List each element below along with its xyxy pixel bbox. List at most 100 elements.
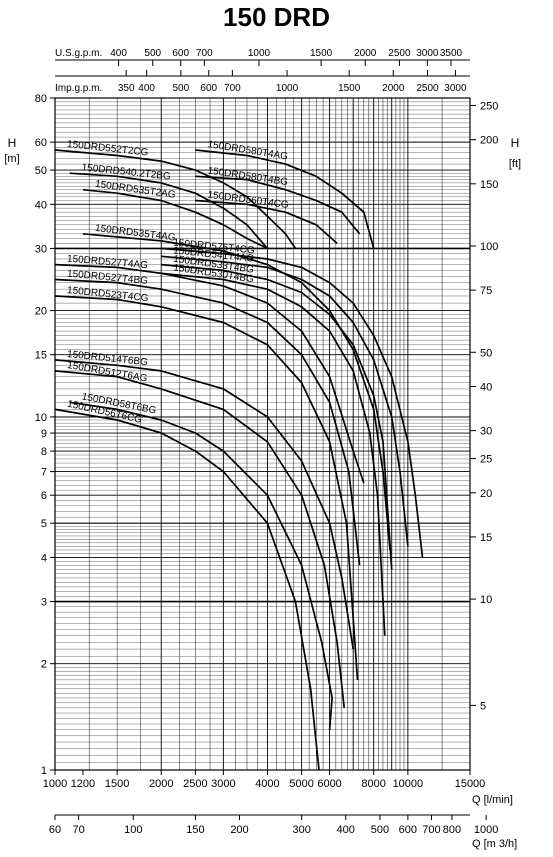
y-tick-label-ft: 15	[480, 532, 492, 544]
x-tick-label-m3h: 500	[371, 824, 389, 836]
curve-150DRD560T4CG	[195, 199, 338, 245]
series-label-150DRD535T2AG: 150DRD535T2AG	[94, 179, 176, 201]
y-axis-unit-ft: [ft]	[509, 158, 521, 170]
x-tick-label-impgpm: 2500	[416, 83, 439, 94]
x-tick-label-lpm: 2500	[183, 778, 207, 790]
curve-150DRD540.2T2BG	[69, 172, 269, 249]
x-tick-label-impgpm: 3000	[444, 83, 467, 94]
y-tick-label-m: 5	[41, 518, 47, 530]
curve-150DRD575T4CG	[161, 247, 424, 558]
y-tick-label-m: 9	[41, 428, 47, 440]
series-label-150DRD527T4BG: 150DRD527T4BG	[67, 269, 149, 287]
curve-150DRD552T2CG	[54, 149, 297, 249]
x-tick-label-m3h: 400	[337, 824, 355, 836]
x-tick-label-lpm: 15000	[455, 778, 486, 790]
x-tick-label-m3h: 1000	[474, 824, 498, 836]
x-tick-label-m3h: 300	[292, 824, 310, 836]
y-tick-label-ft: 10	[480, 594, 492, 606]
curve-150DRD530T4BG	[161, 272, 386, 636]
x-tick-label-usgpm: 3500	[440, 48, 463, 59]
x-tick-label-impgpm: 2000	[382, 83, 405, 94]
y-tick-label-ft: 200	[480, 135, 498, 147]
curve-150DRD535T4AG	[82, 232, 391, 550]
y-tick-label-ft: 50	[480, 347, 492, 359]
x-tick-label-lpm: 5000	[289, 778, 313, 790]
x-tick-label-impgpm: 600	[200, 83, 217, 94]
x-tick-label-impgpm: 1500	[338, 83, 361, 94]
x-tick-label-impgpm: 700	[224, 83, 241, 94]
y-tick-label-ft: 150	[480, 179, 498, 191]
x-tick-label-lpm: 1000	[43, 778, 67, 790]
x-tick-label-usgpm: 500	[144, 48, 161, 59]
x-tick-label-m3h: 100	[124, 824, 142, 836]
x-tick-label-usgpm: 700	[196, 48, 213, 59]
y-tick-label-ft: 75	[480, 285, 492, 297]
series-label-150DRD535T4AG: 150DRD535T4AG	[94, 223, 176, 244]
y-tick-label-m: 7	[41, 467, 47, 479]
x-tick-label-m3h: 600	[399, 824, 417, 836]
curve-150DRD514T6BG	[54, 359, 355, 650]
x-tick-label-usgpm: 400	[110, 48, 127, 59]
y-tick-label-m: 6	[41, 490, 47, 502]
y-tick-label-m: 15	[35, 350, 47, 362]
x-tick-label-lpm: 8000	[361, 778, 385, 790]
series-label-150DRD560T4CG: 150DRD560T4CG	[207, 190, 290, 211]
x-tick-label-lpm: 4000	[255, 778, 279, 790]
curve-150DRD527T4AG	[54, 263, 365, 484]
x-tick-label-m3h: 150	[186, 824, 204, 836]
y-tick-label-ft: 25	[480, 454, 492, 466]
x-tick-label-lpm: 6000	[317, 778, 341, 790]
curve-150DRD58T6BG	[69, 401, 333, 730]
y-axis-unit-m: [m]	[4, 153, 19, 165]
y-tick-label-m: 30	[35, 243, 47, 255]
y-tick-label-m: 4	[41, 552, 47, 564]
x-tick-label-impgpm: 500	[172, 83, 189, 94]
x-tick-label-usgpm: 2500	[388, 48, 411, 59]
x-tick-label-m3h: 70	[72, 824, 84, 836]
x-tick-label-m3h: 60	[49, 824, 61, 836]
chart-title: 150 DRD	[223, 2, 330, 32]
y-tick-label-m: 10	[35, 412, 47, 424]
x-tick-label-lpm: 1500	[105, 778, 129, 790]
x-tick-label-usgpm: 1500	[310, 48, 333, 59]
x-tick-label-lpm: 2000	[149, 778, 173, 790]
x-tick-label-usgpm: 3000	[416, 48, 439, 59]
x-axis-label-usgpm: U.S.g.p.m.	[55, 48, 102, 59]
y-axis-label-m: H	[8, 136, 17, 150]
x-tick-label-m3h: 700	[422, 824, 440, 836]
y-tick-label-m: 60	[35, 137, 47, 149]
y-tick-label-m: 3	[41, 597, 47, 609]
x-tick-label-lpm: 3000	[211, 778, 235, 790]
series-label-150DRD523T4CG: 150DRD523T4CG	[66, 285, 149, 304]
curve-150DRD580T4AG	[195, 149, 375, 249]
y-tick-label-m: 50	[35, 165, 47, 177]
curve-150DRD541T4AG	[161, 255, 409, 547]
y-tick-label-m: 8	[41, 446, 47, 458]
y-tick-label-ft: 20	[480, 488, 492, 500]
y-tick-label-m: 2	[41, 659, 47, 671]
x-tick-label-impgpm: 400	[138, 83, 155, 94]
x-tick-label-m3h: 800	[443, 824, 461, 836]
y-tick-label-m: 40	[35, 199, 47, 211]
curve-150DRD523T4CG	[54, 295, 359, 680]
curve-150DRD527T4BG	[54, 278, 361, 566]
y-tick-label-m: 80	[35, 93, 47, 105]
curve-150DRD580T4BG	[195, 175, 361, 235]
y-axis-label-ft: H	[511, 136, 520, 150]
curve-150DRD535T2AG	[82, 188, 268, 250]
curve-150DRD56T6CG	[54, 408, 320, 771]
y-tick-label-m: 20	[35, 306, 47, 318]
x-tick-label-lpm: 1200	[71, 778, 95, 790]
y-tick-label-ft: 100	[480, 241, 498, 253]
x-tick-label-usgpm: 2000	[354, 48, 377, 59]
x-axis-label-impgpm: Imp.g.p.m.	[55, 83, 102, 94]
y-tick-label-ft: 40	[480, 381, 492, 393]
y-tick-label-ft: 5	[480, 700, 486, 712]
y-tick-label-ft: 30	[480, 426, 492, 438]
x-tick-label-usgpm: 1000	[248, 48, 271, 59]
y-tick-label-m: 1	[41, 765, 47, 777]
x-axis-label-lpm: Q [l/min]	[472, 794, 513, 806]
x-axis-label-m3h: Q [m 3/h]	[472, 838, 517, 850]
curve-150DRD533T4BG	[161, 263, 393, 570]
